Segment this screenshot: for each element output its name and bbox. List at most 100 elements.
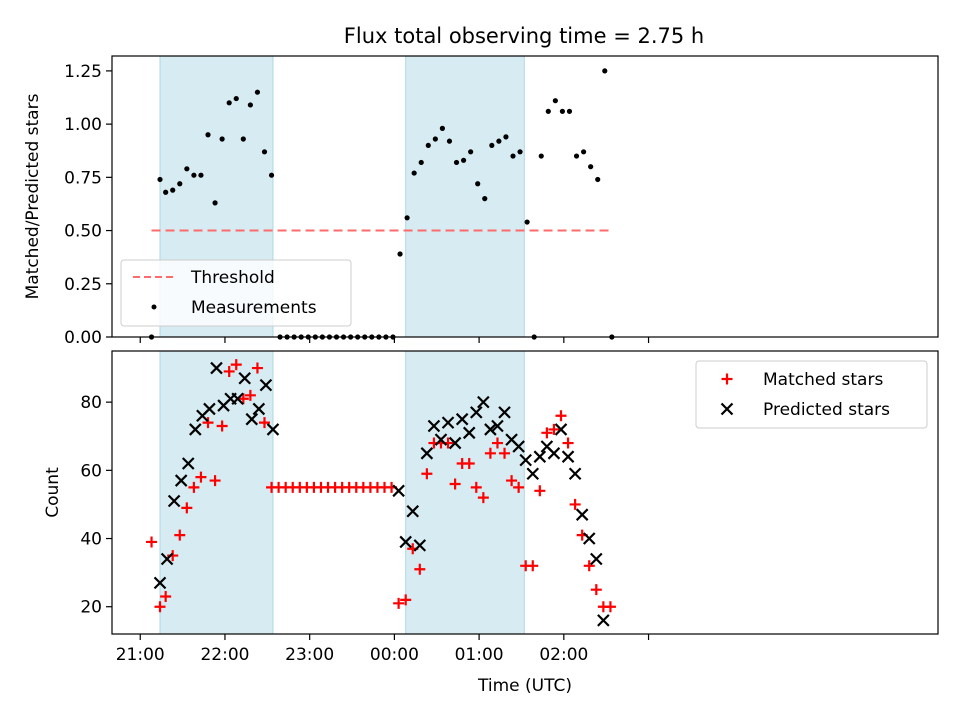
predicted-stars-point [462,426,476,440]
measurements-point [170,187,176,193]
measurements-point [552,98,558,104]
predicted-stars-point [582,532,596,545]
legend-box [695,360,928,429]
matched-stars-point [223,365,235,377]
y-tick-label: 80 [80,393,102,413]
y-tick-label: 0.25 [64,275,102,295]
matched-stars-point [195,471,207,483]
measurements-point [566,108,573,114]
measurements-point [538,153,544,159]
matched-stars-point [534,485,546,497]
predicted-stars-point [575,508,589,521]
measurements-point [177,181,183,187]
matched-stars-point [244,389,256,401]
y-axis-ticks: 20 40 60 80 [80,393,112,618]
x-tick-label: 02:00 [539,645,588,665]
matched-stars-point [491,437,503,449]
predicted-stars-point [420,447,434,460]
matched-stars-point [146,536,158,548]
axes-frame [111,350,939,635]
x-tick-label: 21:00 [116,645,165,665]
measurements-point [163,189,169,195]
measurements-point [517,149,523,155]
measurements-point [573,153,580,159]
measurements-point [468,149,474,155]
predicted-stars-point [448,436,462,450]
matched-stars-point [477,492,489,504]
measurements-point [524,219,530,225]
measurements-point [268,172,275,178]
matched-stars-point [414,563,426,575]
axes-frame [111,55,939,338]
predicted-stars-point [568,467,582,481]
matched-stars-point [400,594,412,606]
predicted-stars-point [174,474,188,487]
measurements-point [489,142,495,149]
legend-matched-label: Matched stars [763,370,883,390]
matched-stars-point [209,475,221,487]
matched-stars-point [562,437,574,449]
predicted-stars-point [477,395,490,409]
predicted-stars-point [406,504,420,518]
y-tick-label: 1.25 [64,62,102,82]
y-tick-label: 20 [80,598,102,618]
matched-stars-point [470,481,482,493]
matched-stars-point [181,502,193,514]
y-tick-label: 0.75 [64,168,102,188]
measurements-point [254,89,261,95]
matched-stars-point [541,427,553,439]
x-axis-ticks: 21:00 22:00 23:00 00:00 01:00 02:00 [116,634,650,665]
predicted-stars-point [491,419,504,433]
x-axis-label: Time (UTC) [477,676,572,696]
measurements-point [226,100,232,106]
predicted-stars-point [434,433,448,446]
predicted-stars-point [181,457,195,470]
matched-stars-point [484,447,496,459]
x-tick-label: 01:00 [455,645,504,665]
y-tick-label: 60 [80,461,102,481]
matched-stars-point [513,481,525,493]
measurements-point [503,134,509,140]
measurements-point [219,136,225,142]
matched-stars-point [258,417,270,429]
x-tick-label: 22:00 [200,645,249,665]
shaded-intervals [159,350,525,635]
legend-measurements-swatch [151,304,157,310]
predicted-stars-point [533,450,547,463]
figure-title: Flux total observing time = 2.75 h [344,24,704,48]
predicted-stars-marker [720,402,734,416]
matched-stars-point [548,423,560,435]
legend-box [120,259,352,327]
matched-stars-point [174,529,186,541]
data-marks [148,68,615,340]
legend-predicted-swatch [720,402,734,416]
measurements-point [460,157,467,163]
predicted-stars-point [590,552,603,566]
measurements-point [545,108,551,114]
measurements-point [247,102,253,108]
matched-stars-point [202,417,214,429]
measurements-point [261,149,268,155]
predicted-stars-point [554,423,568,436]
matched-stars-point [230,359,242,371]
matched-stars-point [421,468,433,480]
predicted-stars-point [231,392,244,406]
measurements-point [510,153,516,159]
measurements-point [446,138,453,144]
predicted-stars-point [519,453,532,467]
y-axis-label: Matched/Predicted stars [23,93,43,299]
measurements-point [411,170,417,176]
shaded-interval [159,350,274,635]
x-tick-label: 00:00 [370,645,419,665]
measurements-point [418,159,424,166]
measurements-point [157,176,163,183]
measurements-point [475,181,481,187]
legend-threshold-label: Threshold [190,268,275,288]
measurements-point [191,172,197,178]
predicted-stars-point [498,406,511,419]
measurements-point [184,166,190,172]
matched-stars-point [506,475,518,487]
y-tick-label: 40 [80,530,102,550]
legend-predicted-label: Predicted stars [763,400,890,420]
